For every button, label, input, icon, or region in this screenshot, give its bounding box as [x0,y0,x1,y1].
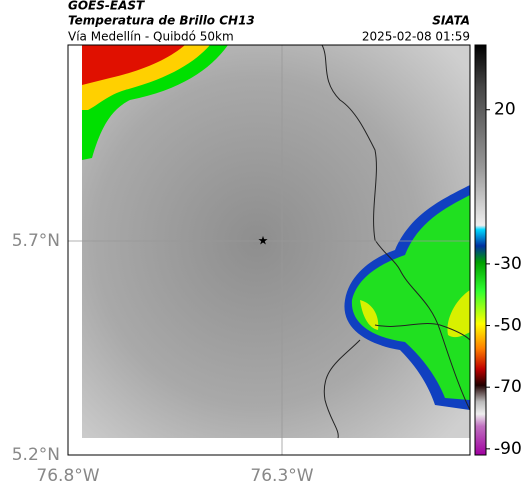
x-axis-label: 76.8°W [36,466,99,486]
x-axis-label: 76.3°W [250,466,313,486]
colorbar [474,44,487,456]
colorbar-tick-label: -70 [494,377,522,397]
y-axis-label: 5.2°N [12,445,60,465]
colorbar-tick-label: -50 [494,316,522,336]
timestamp: 2025-02-08 01:59 [362,30,470,44]
border-lines [321,44,471,439]
map-frame [67,44,471,456]
colorbar-tick-label: -30 [494,254,522,274]
cloud-right [351,195,470,400]
title: GOES-EAST [68,0,145,13]
y-axis-label: 5.7°N [12,231,60,251]
cloud-top-left-hot [82,45,185,85]
colorbar-tick-label: -90 [494,439,522,459]
subtitle: Temperatura de Brillo CH13 [68,14,255,28]
colorbar-tick-label: 20 [494,100,516,120]
map: ★ [67,44,471,456]
route: Vía Medellín - Quibdó 50km [68,30,234,44]
source: SIATA [432,14,470,28]
city-marker: ★ [258,234,269,248]
colorbar-ticks: 20 -30 -50 -70 -90 [486,100,522,459]
